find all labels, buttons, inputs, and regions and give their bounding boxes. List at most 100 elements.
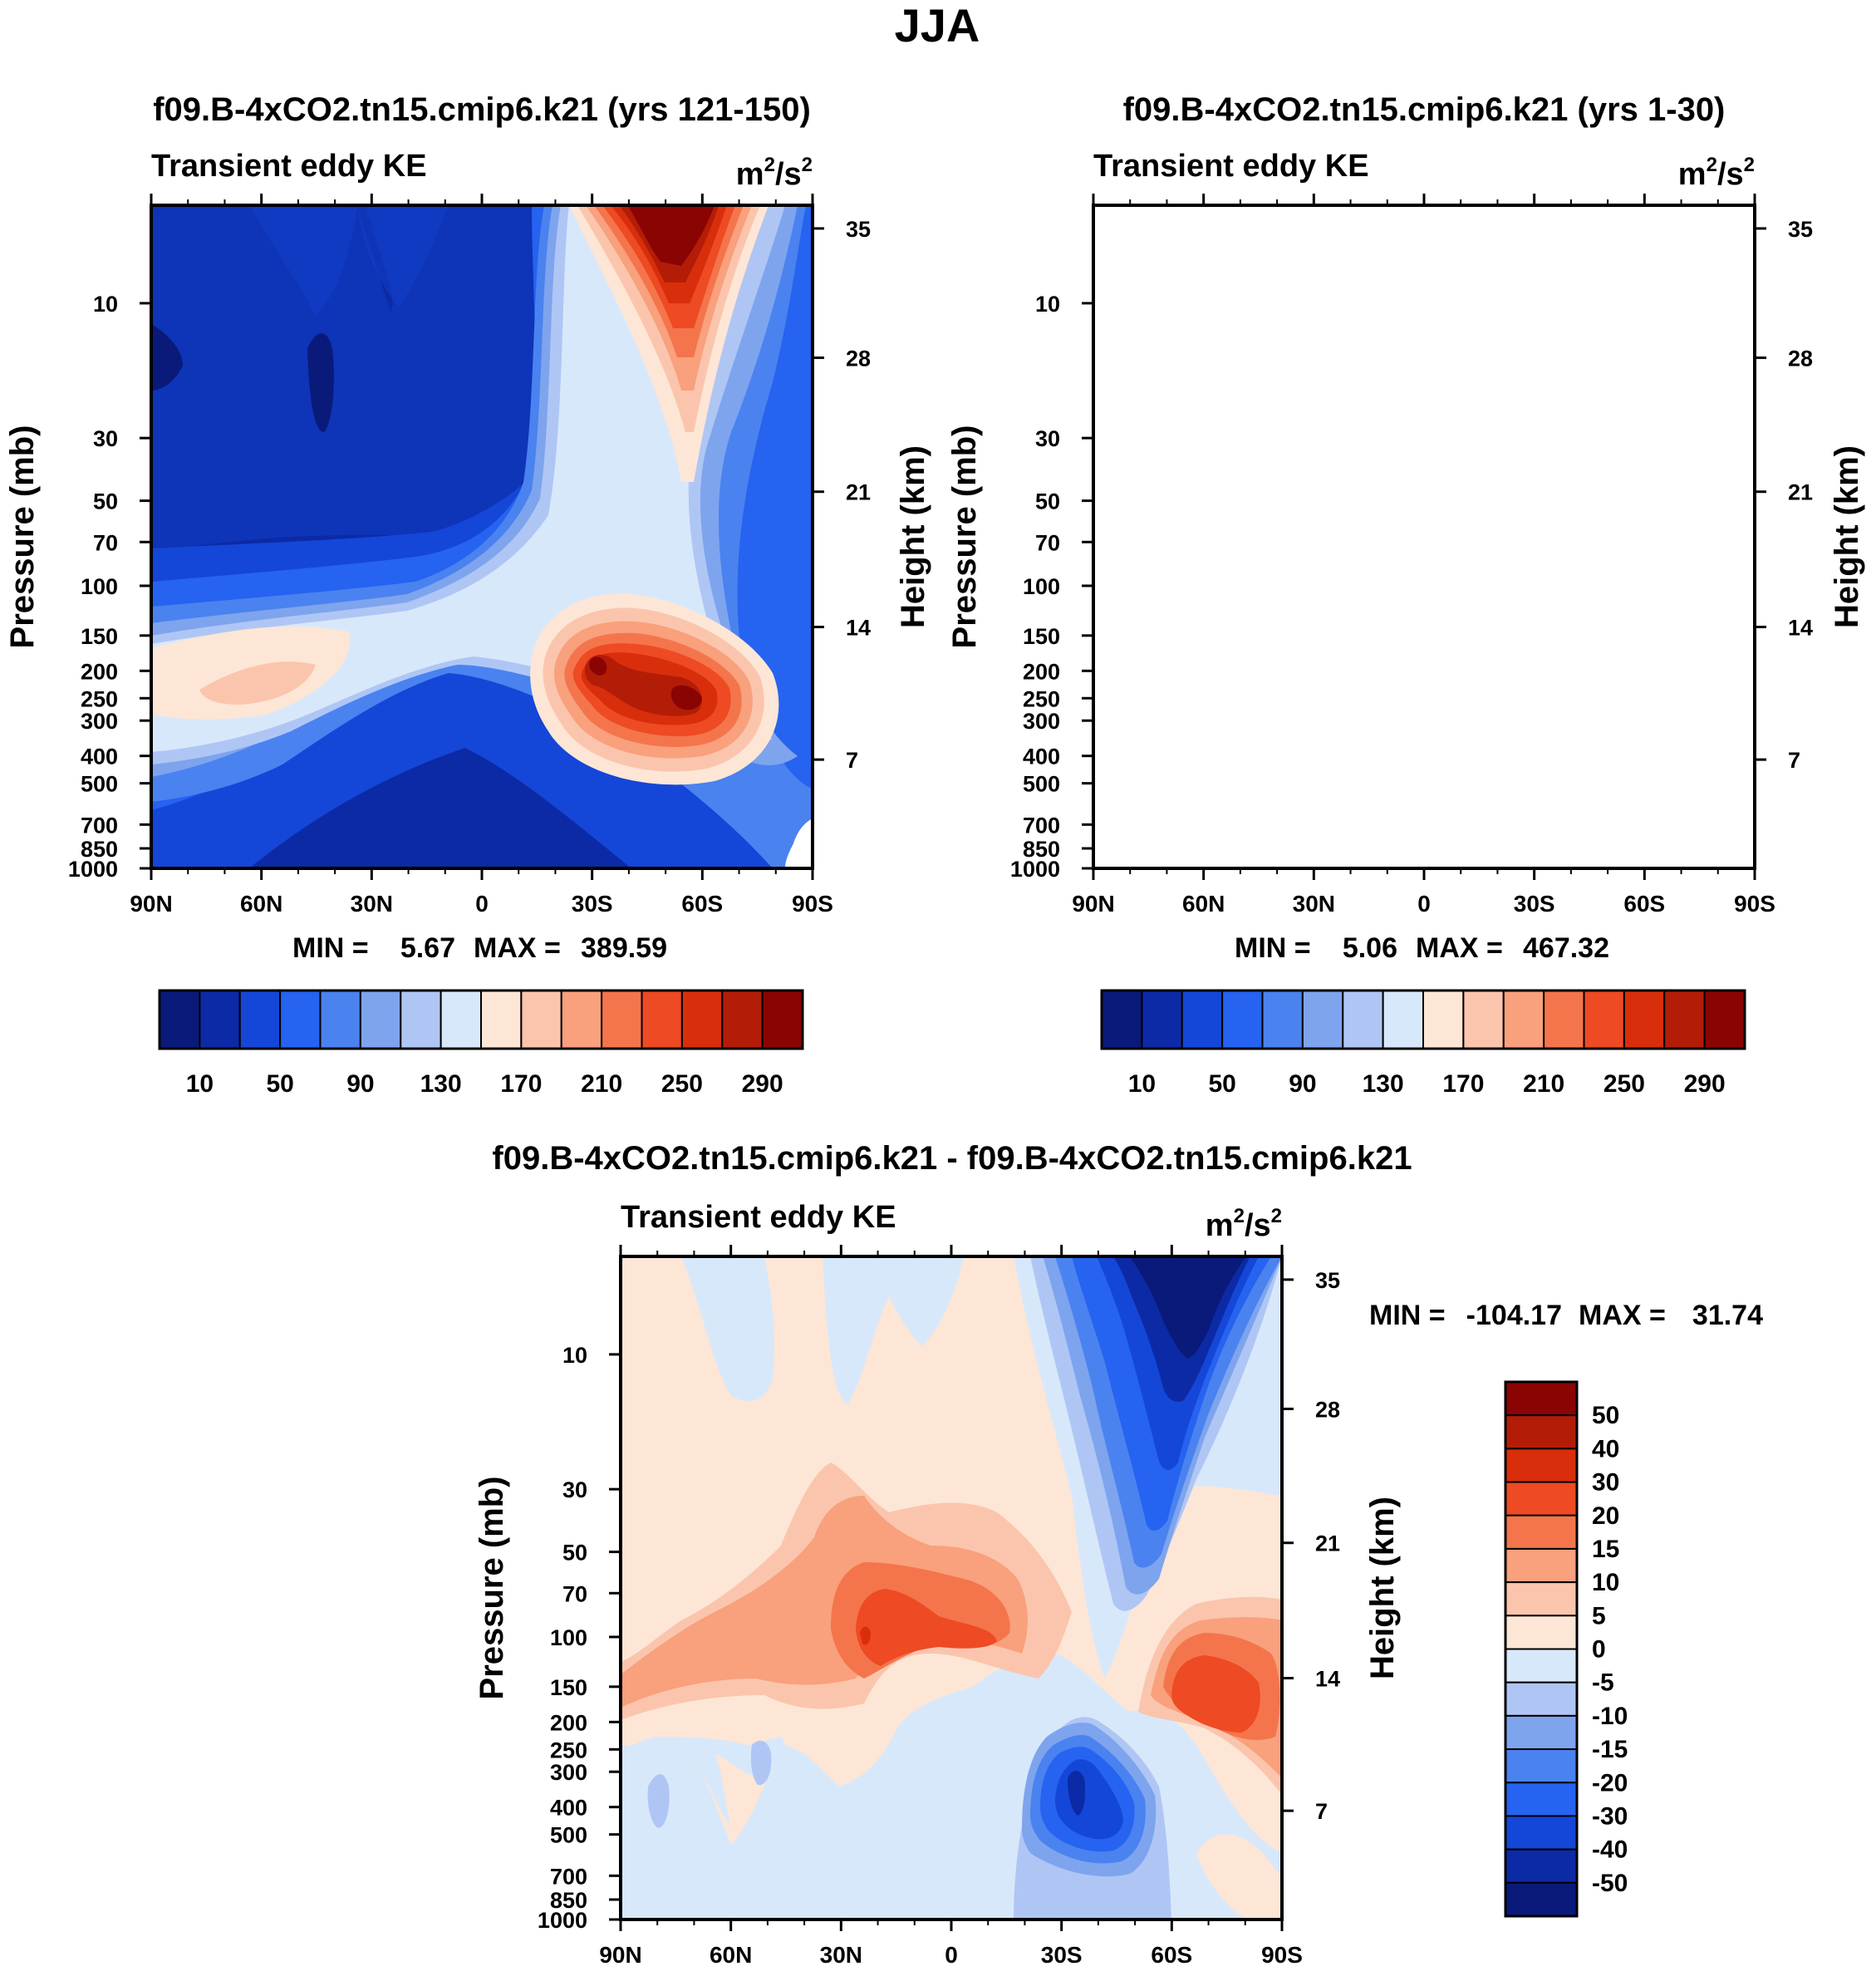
colorbar-box: [1505, 1782, 1578, 1817]
panel-1-ylabel: Pressure (mb): [4, 425, 41, 649]
y2-tick-label: 7: [1788, 748, 1800, 773]
panel-3-spot-1: [647, 1774, 670, 1828]
y-tick-label: 150: [1023, 624, 1060, 649]
panel-2-strat-3: [1528, 205, 1698, 424]
colorbar-box: [601, 990, 643, 1049]
x-tick-label: 90S: [1261, 1942, 1303, 1968]
colorbar-box: [1505, 1848, 1578, 1884]
y2-tick-label: 28: [846, 347, 871, 371]
y-tick-label: 850: [81, 837, 118, 862]
panel-2-lower-deep: [1191, 748, 1574, 868]
colorbar-box: [1505, 1481, 1578, 1516]
colorbar-box: [279, 990, 322, 1049]
y-tick-label: 200: [81, 659, 118, 684]
y-tick-label: 200: [1023, 659, 1060, 684]
y-tick-label: 10: [93, 292, 118, 317]
y-tick-label: 50: [1035, 489, 1060, 514]
colorbar-label: 0: [1592, 1636, 1606, 1664]
panel-1-axes: 90N 60N 30N 0 30S 60S 90S103050701001502002503…: [68, 194, 871, 917]
colorbar-box: [359, 990, 402, 1049]
panel-1-min-value: 5.67: [400, 932, 455, 964]
panel-3-subtitle: Transient eddy KE: [621, 1200, 896, 1235]
colorbar-box: [199, 990, 241, 1049]
x-tick-label: 30N: [1293, 891, 1335, 917]
panel-2-colorbar: 10 50 90 130 170 210 250 290: [1100, 989, 1746, 1098]
y-tick-label: 150: [81, 624, 118, 649]
colorbar-box: [1301, 990, 1344, 1049]
x-tick-label: 30N: [351, 891, 393, 917]
panel-2-strat-8: [1559, 205, 1667, 295]
colorbar-label: 210: [581, 1070, 622, 1098]
colorbar-label: 20: [1592, 1502, 1619, 1530]
x-tick-label: 90S: [1734, 891, 1775, 917]
y-tick-label: 300: [81, 709, 118, 734]
panel-3-warm-2: [621, 1496, 1028, 1708]
colorbar-box: [1505, 1414, 1578, 1450]
panel-2-jet-4: [1503, 630, 1688, 752]
panel-1-max-value: 389.59: [581, 932, 667, 964]
x-tick-label: 60N: [1182, 891, 1225, 917]
panel-1-units: m2/s2: [736, 154, 813, 192]
colorbar-label: 50: [1208, 1070, 1235, 1098]
colorbar-label: 90: [1289, 1070, 1316, 1098]
colorbar-box: [1261, 990, 1304, 1049]
colorbar-box: [721, 990, 764, 1049]
y-tick-label: 30: [1035, 426, 1060, 451]
colorbar-box: [761, 990, 803, 1049]
y-tick-label: 850: [1023, 837, 1060, 862]
panel-1-strat-8: [627, 205, 715, 266]
panel-3-light-1: [681, 1256, 774, 1401]
colorbar-box: [520, 990, 562, 1049]
panel-1-minmax: MIN = 5.67 MAX = 389.59: [292, 932, 667, 964]
colorbar-box: [1502, 990, 1545, 1049]
panel-2-band-4: [1093, 205, 1744, 777]
colorbar-label: 40: [1592, 1435, 1619, 1462]
y2-tick-label: 21: [1315, 1531, 1340, 1556]
y-tick-label: 100: [81, 574, 118, 599]
panel-2-strat-2: [1520, 205, 1707, 465]
colorbar-box: [1543, 990, 1585, 1049]
colorbar-frame: [1100, 989, 1746, 1050]
colorbar-box: [400, 990, 442, 1049]
y-tick-label: 70: [1035, 530, 1060, 555]
panel-2-jet-2: [1483, 603, 1712, 776]
panel-3-ylabel: Pressure (mb): [474, 1477, 510, 1700]
colorbar-label: -30: [1592, 1802, 1628, 1830]
panel-3-spot-2: [750, 1740, 772, 1786]
x-tick-label: 30S: [1514, 891, 1555, 917]
panel-2-band-1: [1093, 205, 1755, 868]
panel-3-warm-4b: [1171, 1655, 1260, 1733]
colorbar-box: [1505, 1748, 1578, 1784]
panel-2-jet-3: [1493, 617, 1699, 764]
colorbar-box: [1505, 1581, 1578, 1617]
y-tick-label: 50: [93, 489, 118, 514]
panel-2-deep-3: [1343, 421, 1349, 432]
colorbar-box: [319, 990, 361, 1049]
colorbar-box: [238, 990, 282, 1049]
y-tick-label: 10: [562, 1343, 587, 1368]
colorbar-label: 5: [1592, 1602, 1606, 1630]
colorbar-label: 10: [1592, 1569, 1619, 1596]
panel-2-strat-4: [1534, 205, 1692, 391]
colorbar-label: 15: [1592, 1536, 1619, 1563]
panel-3-title: f09.B-4xCO2.tn15.cmip6.k21 - f09.B-4xCO2…: [492, 1140, 1412, 1177]
panel-1-upper-light: [249, 205, 449, 316]
y-tick-label: 30: [93, 426, 118, 451]
colorbar-label: 170: [500, 1070, 542, 1098]
y-tick-label: 700: [550, 1864, 587, 1889]
y-tick-label: 250: [1023, 686, 1060, 711]
y2-tick-label: 21: [846, 480, 871, 505]
y-tick-label: 700: [1023, 813, 1060, 838]
colorbar-box: [1505, 1448, 1578, 1483]
y2-tick-label: 14: [846, 616, 871, 641]
panel-2-jet-8: [1528, 653, 1650, 715]
panel-2-strat-7: [1553, 205, 1673, 316]
panel-3-strat-7: [1130, 1256, 1246, 1359]
panel-3-warm-5: [860, 1626, 871, 1645]
colorbar-box: [1505, 1514, 1578, 1550]
colorbar-box: [1181, 990, 1224, 1049]
colorbar-box: [1505, 1714, 1578, 1751]
colorbar-box: [1505, 1648, 1578, 1684]
panel-2-axes: 90N 60N 30N 0 30S 60S 90S103050701001502002503…: [1010, 194, 1813, 917]
